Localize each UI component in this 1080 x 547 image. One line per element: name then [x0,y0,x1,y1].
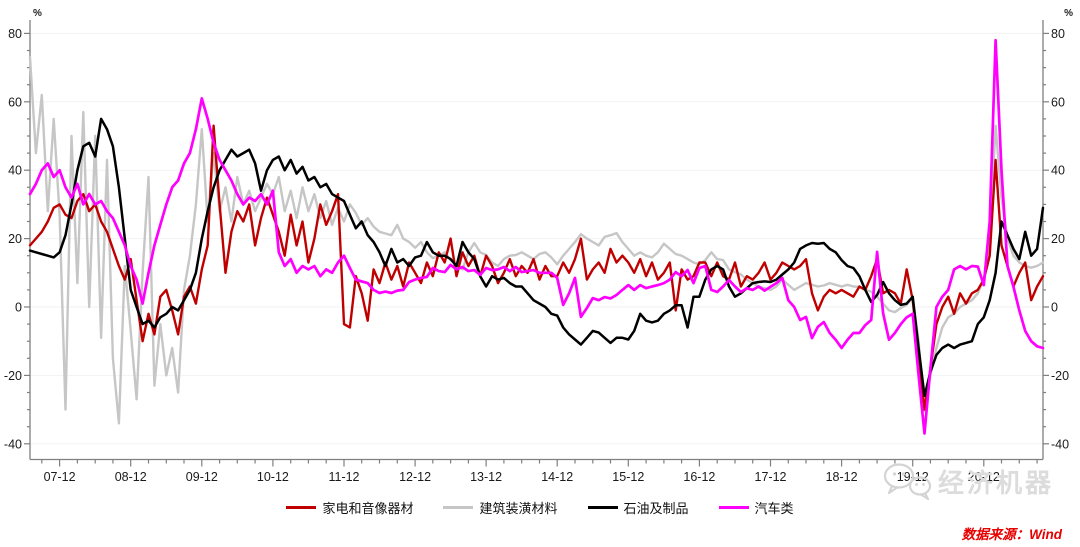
y-tick-label-right: -20 [1051,369,1069,383]
x-tick-label: 12-12 [399,470,431,484]
y-axis-unit-right: % [1064,8,1073,19]
legend-swatch-petroleum [587,506,618,509]
y-tick-label-right: 0 [1051,301,1058,315]
legend-item-building-materials: 建筑装潢材料 [443,498,558,517]
y-tick-label-left: 60 [8,95,22,109]
x-tick-label: 16-12 [683,470,715,484]
legend-swatch-appliances [286,506,317,509]
y-tick-label-left: 80 [8,27,22,41]
legend-label-autos: 汽车类 [754,501,794,516]
legend-item-appliances: 家电和音像器材 [286,498,413,517]
legend-label-petroleum: 石油及制品 [623,501,689,516]
legend-item-petroleum: 石油及制品 [587,498,689,517]
y-axis-unit-left: % [33,8,42,19]
x-tick-label: 19-12 [897,470,929,484]
y-tick-label-left: -40 [4,437,22,451]
x-tick-label: 18-12 [826,470,858,484]
y-tick-label-left: -20 [4,369,22,383]
x-tick-label: 20-12 [968,470,1000,484]
x-tick-label: 13-12 [470,470,502,484]
y-tick-label-right: 60 [1051,95,1065,109]
series-line-building-materials [28,56,1045,425]
x-tick-label: 07-12 [44,470,76,484]
x-tick-label: 15-12 [612,470,644,484]
legend-swatch-autos [718,506,749,509]
x-tick-label: 11-12 [328,470,359,484]
x-tick-label: 14-12 [541,470,573,484]
y-tick-label-left: 20 [8,232,22,246]
y-tick-label-right: 20 [1051,232,1065,246]
y-tick-label-left: 0 [15,301,22,315]
series-line-appliances [28,124,1045,411]
x-tick-label: 10-12 [257,470,289,484]
y-tick-label-right: 40 [1051,164,1065,178]
x-tick-label: 09-12 [186,470,218,484]
legend-label-building-materials: 建筑装潢材料 [479,501,558,516]
y-tick-label-right: 80 [1051,27,1065,41]
x-tick-label: 08-12 [115,470,147,484]
series-line-autos [28,38,1045,435]
legend-swatch-building-materials [443,506,474,509]
legend-item-autos: 汽车类 [718,498,794,517]
x-tick-label: 17-12 [755,470,787,484]
y-tick-label-right: -40 [1051,437,1069,451]
legend: 家电和音像器材 建筑装潢材料 石油及制品 汽车类 [0,498,1080,517]
y-tick-label-left: 40 [8,164,22,178]
data-source-label: 数据来源：Wind [961,527,1062,542]
legend-label-appliances: 家电和音像器材 [322,501,414,516]
